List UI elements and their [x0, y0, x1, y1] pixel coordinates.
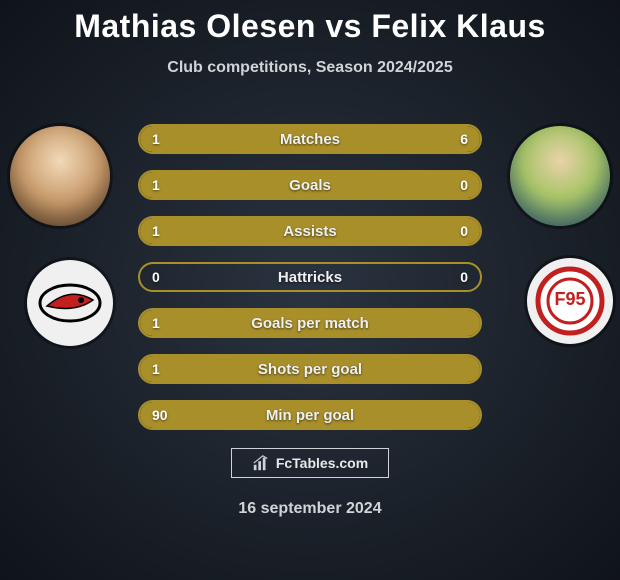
- stat-row: 10Goals: [138, 170, 482, 200]
- chart-icon: [252, 454, 270, 472]
- stat-bars-container: 16Matches 10Goals 10Assists 00Hattricks 1Goa…: [138, 124, 482, 446]
- stat-label: Min per goal: [140, 402, 480, 428]
- player-avatar-right: [510, 126, 610, 226]
- stat-row: 00Hattricks: [138, 262, 482, 292]
- page-subtitle: Club competitions, Season 2024/2025: [0, 59, 620, 77]
- date-text: 16 september 2024: [0, 500, 620, 518]
- stat-row: 90Min per goal: [138, 400, 482, 430]
- hurricane-icon: [35, 268, 105, 338]
- fortuna-icon: F95: [535, 266, 605, 336]
- stat-label: Hattricks: [140, 264, 480, 290]
- stat-label: Goals: [140, 172, 480, 198]
- stat-row: 10Assists: [138, 216, 482, 246]
- stat-label: Goals per match: [140, 310, 480, 336]
- stat-label: Shots per goal: [140, 356, 480, 382]
- stat-label: Matches: [140, 126, 480, 152]
- page-title: Mathias Olesen vs Felix Klaus: [0, 0, 620, 45]
- player-avatar-left: [10, 126, 110, 226]
- club-logo-left: [27, 260, 113, 346]
- club-logo-right: F95: [527, 258, 613, 344]
- stat-row: 1Shots per goal: [138, 354, 482, 384]
- svg-text:F95: F95: [554, 289, 585, 309]
- stat-label: Assists: [140, 218, 480, 244]
- stat-row: 1Goals per match: [138, 308, 482, 338]
- stat-row: 16Matches: [138, 124, 482, 154]
- footer-brand-text: FcTables.com: [276, 455, 368, 471]
- footer-brand-badge: FcTables.com: [231, 448, 389, 478]
